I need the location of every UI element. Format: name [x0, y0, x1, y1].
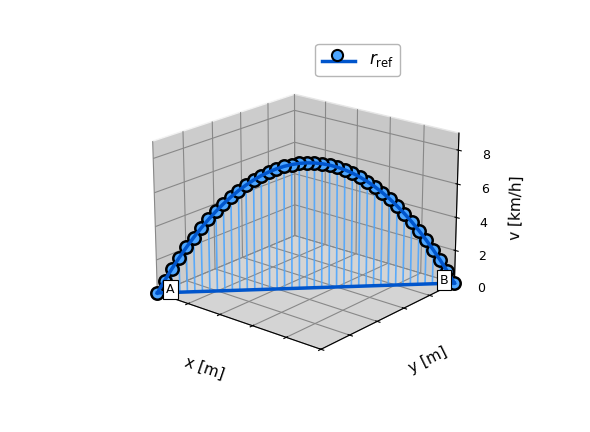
Y-axis label: y [m]: y [m] — [407, 344, 450, 375]
X-axis label: x [m]: x [m] — [182, 354, 226, 382]
Legend: $r_{\mathrm{ref}}$: $r_{\mathrm{ref}}$ — [316, 44, 401, 76]
